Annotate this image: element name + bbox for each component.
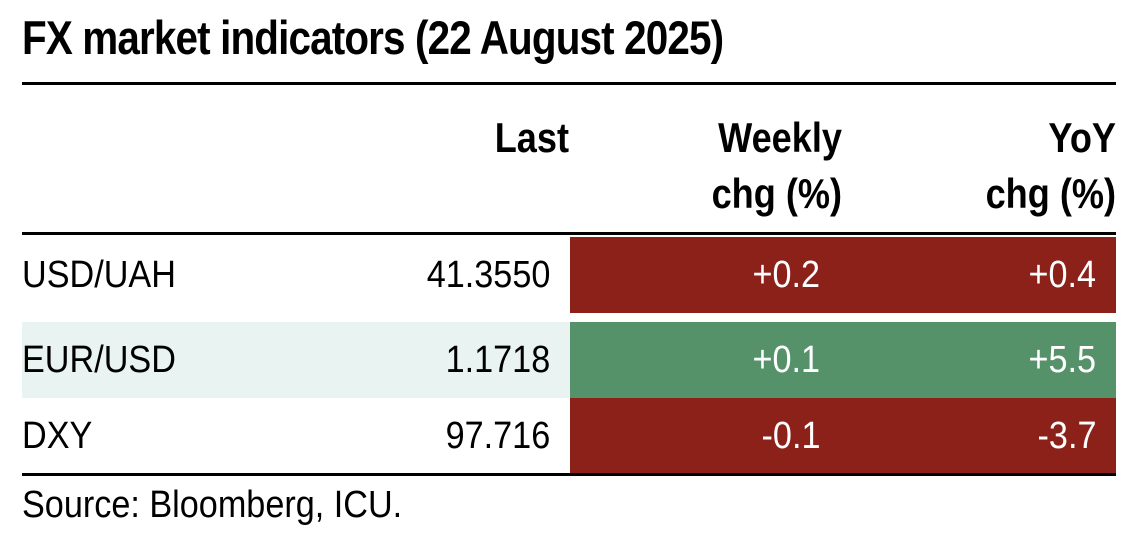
row-weekly-chg: -0.1 [761,415,820,457]
row-yoy-chg: +5.5 [1028,339,1096,381]
header-weekly-line2: chg (%) [711,170,842,217]
top-rule [22,82,1116,85]
header-weekly-chg: Weekly chg (%) [662,110,842,222]
table-row-dxy: DXY 97.716 -0.1 -3.7 [22,398,1116,474]
row-name: USD/UAH [22,254,176,296]
source-note: Source: Bloomberg, ICU. [22,484,403,526]
row-last: 97.716 [445,415,550,457]
row-weekly-chg: +0.2 [752,254,820,296]
table-row-eur-usd: EUR/USD 1.1718 +0.1 +5.5 [22,322,1116,398]
row-name: EUR/USD [22,339,176,381]
table-row-usd-uah: USD/UAH 41.3550 +0.2 +0.4 [22,237,1116,313]
header-last: Last [422,110,569,166]
change-cell-bg [570,237,1116,313]
row-last: 1.1718 [445,339,550,381]
fx-indicators-table: FX market indicators (22 August 2025) La… [22,0,1116,552]
row-last: 41.3550 [426,254,550,296]
row-yoy-chg: +0.4 [1028,254,1096,296]
header-yoy-line1: YoY [1048,114,1116,161]
change-cell-bg [570,398,1116,474]
header-yoy-line2: chg (%) [985,170,1116,217]
bottom-rule [22,473,1116,476]
header-last-label: Last [494,114,569,161]
header-weekly-line1: Weekly [718,114,842,161]
table-title: FX market indicators (22 August 2025) [22,11,724,64]
row-yoy-chg: -3.7 [1037,415,1096,457]
row-weekly-chg: +0.1 [752,339,820,381]
change-cell-bg [570,322,1116,398]
header-rule [22,232,1116,235]
header-yoy-chg: YoY chg (%) [922,110,1116,222]
row-name: DXY [22,415,93,457]
